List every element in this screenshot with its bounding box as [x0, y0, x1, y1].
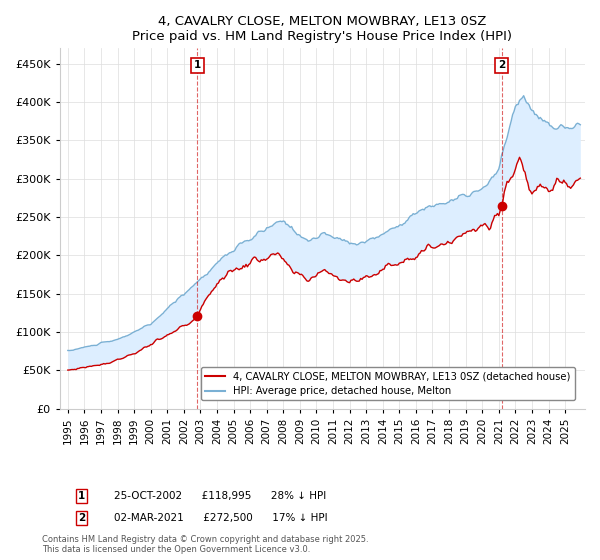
Text: 02-MAR-2021      £272,500      17% ↓ HPI: 02-MAR-2021 £272,500 17% ↓ HPI — [114, 513, 328, 523]
Text: Contains HM Land Registry data © Crown copyright and database right 2025.
This d: Contains HM Land Registry data © Crown c… — [42, 535, 368, 554]
Text: 1: 1 — [78, 491, 85, 501]
Text: 1: 1 — [194, 60, 201, 70]
Title: 4, CAVALRY CLOSE, MELTON MOWBRAY, LE13 0SZ
Price paid vs. HM Land Registry's Hou: 4, CAVALRY CLOSE, MELTON MOWBRAY, LE13 0… — [132, 15, 512, 43]
Text: 25-OCT-2002      £118,995      28% ↓ HPI: 25-OCT-2002 £118,995 28% ↓ HPI — [114, 491, 326, 501]
Text: 2: 2 — [78, 513, 85, 523]
Text: 2: 2 — [498, 60, 505, 70]
Legend: 4, CAVALRY CLOSE, MELTON MOWBRAY, LE13 0SZ (detached house), HPI: Average price,: 4, CAVALRY CLOSE, MELTON MOWBRAY, LE13 0… — [202, 367, 575, 400]
